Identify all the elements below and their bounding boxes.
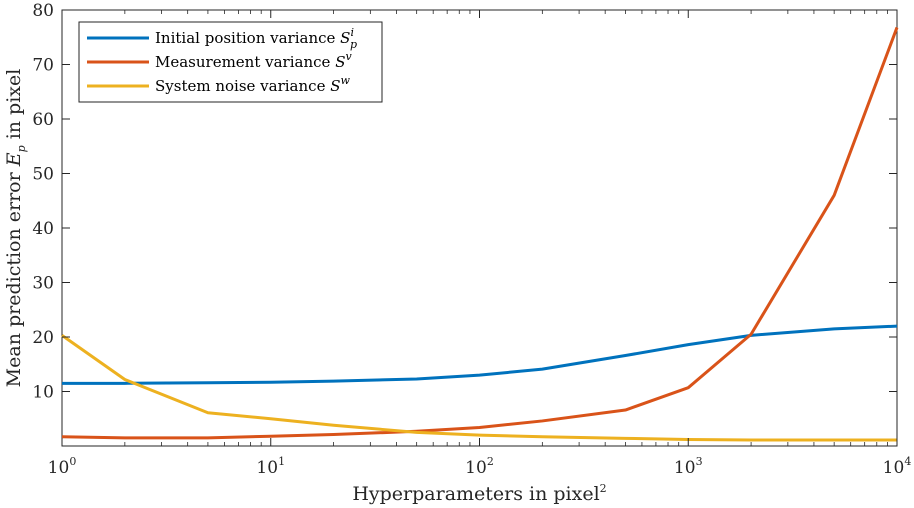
y-tick-label: 50 [32,165,54,185]
legend-label-3: System noise variance Sw [155,74,351,95]
x-tick-label: 101 [256,455,285,478]
y-axis-label: Mean prediction error Ep in pixel [3,69,28,388]
series-layer [61,26,899,442]
x-tick-label: 104 [883,455,912,478]
y-tick-label: 30 [32,274,54,294]
legend-label-2: Measurement variance Sv [155,50,352,71]
legend: Initial position variance Si pMeasurement… [78,21,383,103]
x-tick-label: 100 [48,455,77,478]
series-line-3 [61,334,897,442]
y-tick-label: 40 [32,219,54,239]
y-tick-label: 20 [32,328,54,348]
x-tick-label: 102 [465,455,494,478]
y-tick-label: 60 [32,110,54,130]
legend-label-1: Initial position variance Si p [155,26,357,51]
y-tick-label: 10 [32,383,54,403]
labels-layer: Hyperparameters in pixel2 Mean prediction… [3,69,607,505]
x-tick-label: 103 [674,455,703,478]
series-line-2 [61,26,899,440]
ticks-layer: 10 20 30 40 50 60 70 80 100 101 102 103 104 [32,1,911,478]
y-tick-label: 70 [32,56,54,76]
x-axis-label: Hyperparameters in pixel2 [352,482,606,505]
y-tick-label: 80 [32,1,54,21]
